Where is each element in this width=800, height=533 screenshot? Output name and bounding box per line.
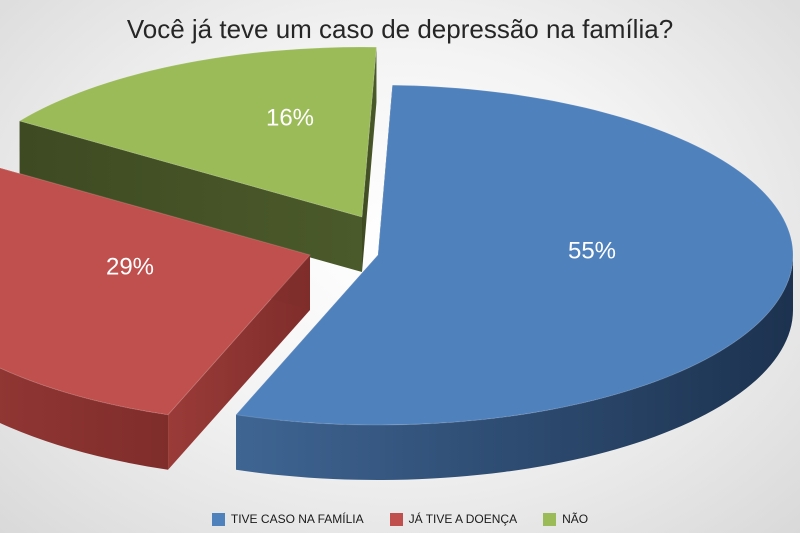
pie-slice-top-1 — [235, 84, 794, 426]
legend-item-nao: NÃO — [543, 512, 588, 526]
legend-swatch-blue — [211, 512, 225, 526]
pie-slice-2 — [0, 167, 311, 470]
data-label-3: 16% — [266, 104, 314, 131]
pie-slice-rim-2 — [0, 367, 169, 470]
legend-swatch-green — [543, 512, 557, 526]
legend-label-tive-caso: TIVE CASO NA FAMÍLIA — [230, 512, 364, 526]
chart-title: Você já teve um caso de depressão na fam… — [126, 14, 674, 44]
pie-slice-top-2 — [0, 167, 311, 416]
legend-label-ja-tive: JÁ TIVE A DOENÇA — [408, 512, 518, 526]
legend: TIVE CASO NA FAMÍLIA JÁ TIVE A DOENÇA NÃ… — [0, 512, 800, 526]
legend-label-nao: NÃO — [562, 512, 589, 526]
pie-slice-wall-3-2 — [362, 47, 377, 272]
legend-swatch-red — [389, 512, 403, 526]
legend-item-ja-tive: JÁ TIVE A DOENÇA — [389, 512, 518, 526]
pie-slice-3 — [18, 46, 378, 272]
legend-item-tive-caso: TIVE CASO NA FAMÍLIA — [211, 512, 364, 526]
pie-slice-rim-1 — [236, 255, 793, 480]
pie-slice-top-3 — [18, 46, 378, 218]
data-label-1: 55% — [568, 237, 616, 264]
pie-slice-1 — [235, 84, 794, 480]
pie-slice-wall-3-1 — [19, 120, 362, 272]
data-label-2: 29% — [106, 253, 154, 280]
pie-slice-wall-2-1 — [168, 255, 310, 470]
